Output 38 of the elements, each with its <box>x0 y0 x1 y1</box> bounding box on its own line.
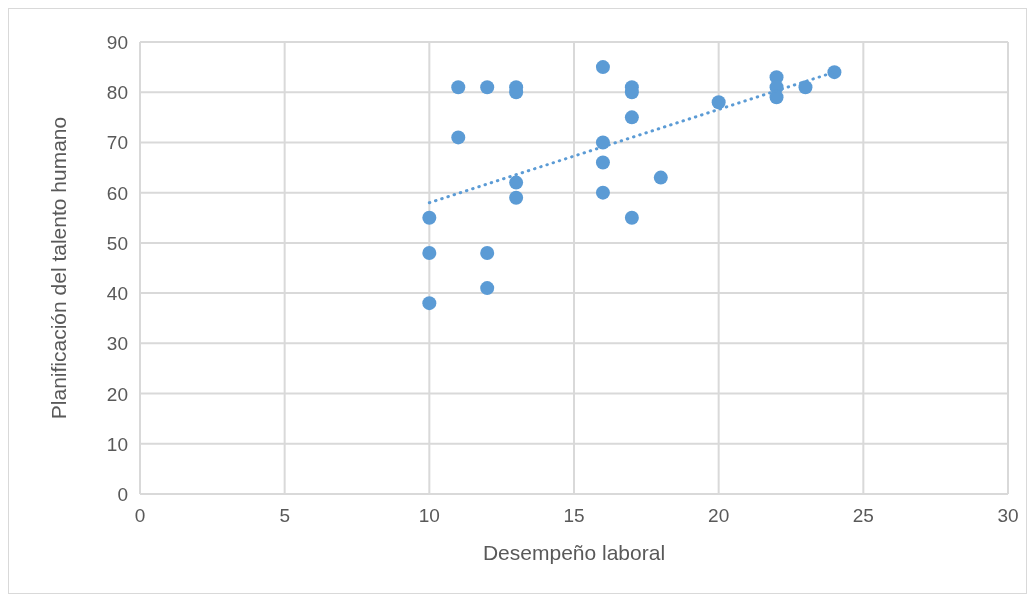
y-tick-label: 60 <box>106 182 128 204</box>
y-tick-label: 20 <box>106 383 128 405</box>
point <box>624 110 639 125</box>
point <box>422 210 437 225</box>
point <box>509 175 524 190</box>
x-axis-title: Desempeño laboral <box>482 541 666 564</box>
point <box>769 90 784 105</box>
x-tick-label: 5 <box>279 505 290 526</box>
y-tick-label: 30 <box>106 333 128 355</box>
point <box>480 245 495 260</box>
point <box>451 130 466 145</box>
point <box>422 245 437 260</box>
point <box>509 190 524 205</box>
point <box>422 296 437 311</box>
x-tick-label: 0 <box>134 505 146 526</box>
x-tick-label: 15 <box>563 505 585 526</box>
y-tick-label: 90 <box>106 32 128 53</box>
point <box>451 80 466 95</box>
point <box>595 185 610 200</box>
x-tick-label: 25 <box>852 505 874 526</box>
y-tick-label: 0 <box>117 484 128 505</box>
x-tick-label: 10 <box>418 505 440 526</box>
y-tick-label: 40 <box>106 283 128 305</box>
point <box>480 281 495 296</box>
x-tick-label: 20 <box>708 505 730 526</box>
x-tick-label: 30 <box>997 505 1019 526</box>
point <box>595 155 610 170</box>
y-tick-label: 10 <box>106 433 128 455</box>
point <box>480 80 495 95</box>
point <box>624 210 639 225</box>
y-tick-label: 50 <box>106 232 128 254</box>
point <box>711 95 726 110</box>
y-tick-label: 70 <box>106 132 128 154</box>
point <box>653 170 668 185</box>
point <box>827 65 842 80</box>
point <box>595 60 610 75</box>
y-tick-label: 80 <box>106 82 128 104</box>
y-axis-title: Planificación del talento humano <box>47 116 70 420</box>
